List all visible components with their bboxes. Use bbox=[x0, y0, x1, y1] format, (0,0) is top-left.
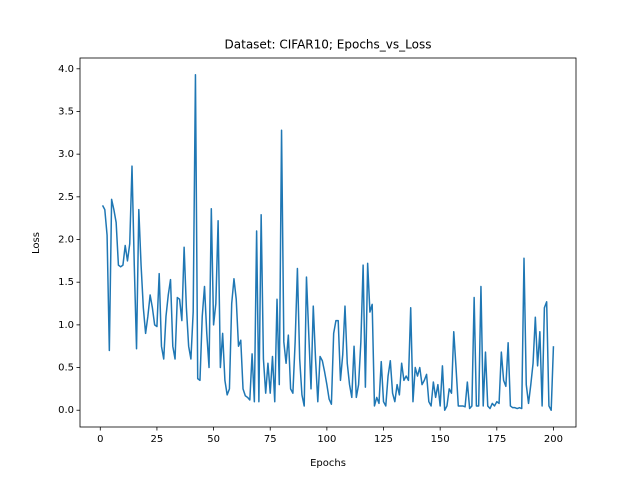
y-tick-label: 3.5 bbox=[58, 106, 74, 117]
x-tick-label: 25 bbox=[151, 434, 164, 445]
x-tick-label: 175 bbox=[487, 434, 506, 445]
x-tick-label: 50 bbox=[207, 434, 220, 445]
x-axis-label: Epochs bbox=[310, 458, 346, 469]
x-tick-label: 200 bbox=[544, 434, 563, 445]
y-tick-label: 0.0 bbox=[58, 405, 74, 416]
y-axis-label: Loss bbox=[31, 232, 42, 254]
y-tick-label: 1.5 bbox=[58, 277, 74, 288]
x-tick-label: 150 bbox=[431, 434, 450, 445]
x-tick-label: 100 bbox=[317, 434, 336, 445]
chart-title: Dataset: CIFAR10; Epochs_vs_Loss bbox=[225, 38, 432, 52]
y-tick-label: 2.5 bbox=[58, 192, 74, 203]
x-tick-label: 0 bbox=[97, 434, 103, 445]
plot-frame bbox=[79, 57, 577, 428]
x-tick-label: 125 bbox=[374, 434, 393, 445]
y-tick-label: 2.0 bbox=[58, 235, 74, 246]
y-tick-label: 4.0 bbox=[58, 64, 74, 75]
x-tick-label: 75 bbox=[264, 434, 277, 445]
y-tick-label: 3.0 bbox=[58, 149, 74, 160]
y-tick-label: 0.5 bbox=[58, 363, 74, 374]
y-tick-label: 1.0 bbox=[58, 320, 74, 331]
loss-line bbox=[101, 74, 555, 411]
